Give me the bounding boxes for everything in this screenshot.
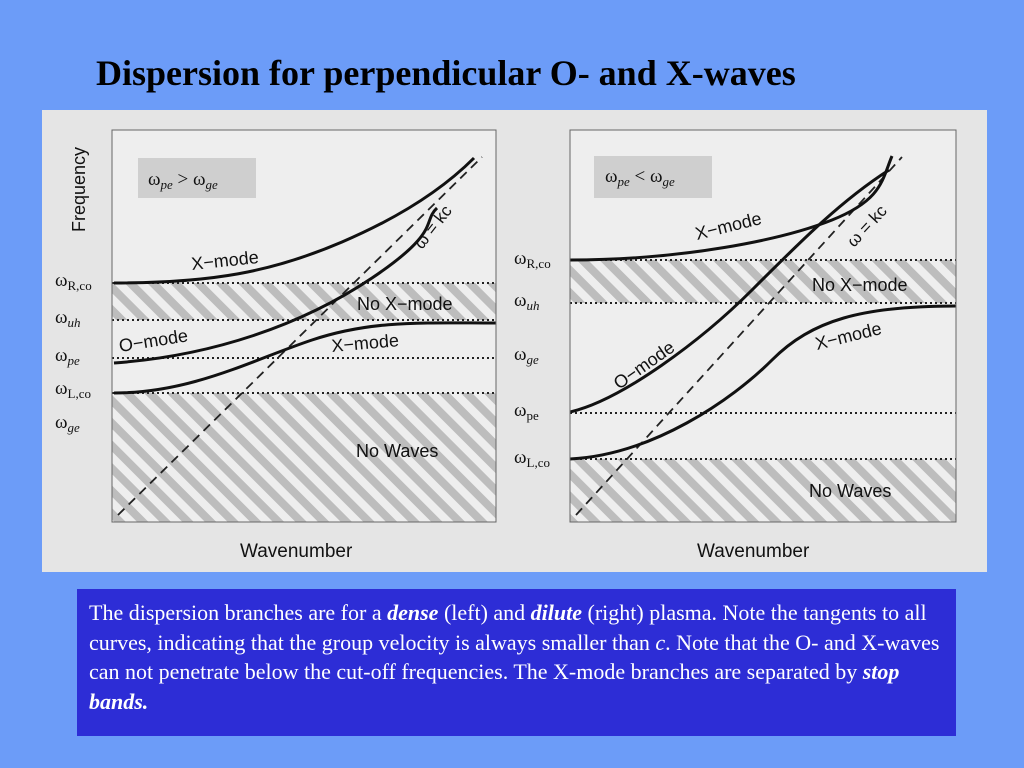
left-x-axis-label: Wavenumber — [240, 541, 353, 562]
caption-text-1: The dispersion branches are for a — [89, 600, 388, 625]
right-stop-band — [570, 260, 956, 303]
right-level-label-lco: ωL,co — [514, 447, 550, 470]
caption-dilute: dilute — [530, 600, 583, 625]
caption-dense: dense — [387, 600, 439, 625]
left-x-mode-upper-curve — [113, 156, 476, 285]
left-level-label-rco: ωR,co — [55, 270, 92, 293]
right-level-label-ge: ωge — [514, 344, 539, 367]
left-level-label-pe: ωpe — [55, 345, 80, 368]
right-light-line — [575, 156, 903, 516]
left-y-axis-label: Frequency — [69, 147, 89, 232]
right-cutoff-region — [570, 459, 956, 522]
caption-text-2: (left) and — [438, 600, 531, 625]
right-stop-band-label: No X−mode — [812, 275, 908, 295]
right-level-label-uh: ωuh — [514, 290, 540, 313]
left-plot: ωpe > ωge Frequency Wavenumber ωR,co ωuh… — [55, 129, 497, 562]
right-level-label-pe: ωpe — [514, 400, 539, 423]
right-condition-box — [594, 156, 712, 198]
caption-text-3: (right) plasma. Note the tangents to all… — [89, 600, 927, 655]
right-cutoff-label: No Waves — [809, 481, 891, 501]
right-o-mode-curve — [570, 168, 890, 414]
right-x-mode-upper-curve — [570, 155, 894, 262]
dispersion-diagram: ωpe > ωge Frequency Wavenumber ωR,co ωuh… — [55, 129, 957, 562]
left-level-label-lco: ωL,co — [55, 378, 91, 401]
right-condition-label: ωpe < ωge — [605, 166, 675, 189]
left-x-mode-lower-curve — [113, 321, 496, 395]
slide-title: Dispersion for perpendicular O- and X-wa… — [96, 53, 796, 93]
left-condition-box — [138, 158, 256, 198]
left-light-line — [117, 156, 483, 516]
right-level-label-rco: ωR,co — [514, 248, 551, 271]
left-level-label-uh: ωuh — [55, 307, 81, 330]
caption-stop-bands: stop bands. — [89, 659, 900, 714]
caption-box: The dispersion branches are for a dense … — [77, 589, 956, 736]
caption-c: c — [655, 629, 666, 655]
left-condition-label: ωpe > ωge — [148, 169, 218, 192]
dispersion-figure: ωpe > ωge Frequency Wavenumber ωR,co ωuh… — [42, 110, 987, 572]
right-plot-frame — [569, 129, 957, 523]
right-x-axis-label: Wavenumber — [697, 541, 810, 562]
left-stop-band-label: No X−mode — [357, 294, 453, 314]
caption-text-4: . Note that the O- and X-waves can not p… — [89, 629, 940, 685]
left-plot-frame — [111, 129, 497, 523]
right-x-mode-lower-curve — [570, 304, 956, 461]
left-o-mode-curve — [113, 206, 439, 365]
left-cutoff-region — [112, 393, 496, 522]
right-plot: ωpe < ωge Wavenumber ωR,co ωuh ωge ωpe ω… — [514, 129, 957, 562]
left-cutoff-label: No Waves — [356, 441, 438, 461]
left-level-label-ge: ωge — [55, 412, 80, 435]
left-stop-band — [112, 283, 496, 320]
